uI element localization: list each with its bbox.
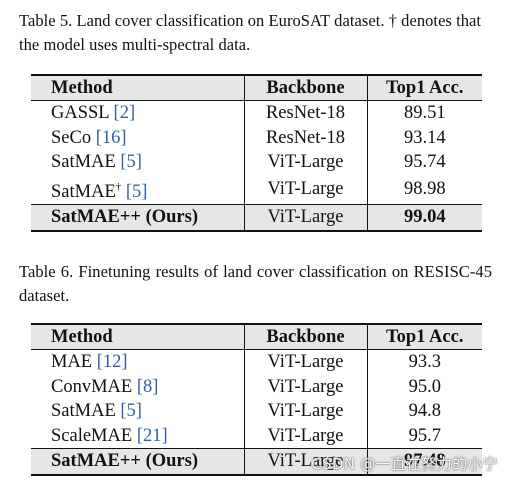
backbone-cell: ViT-Large: [243, 150, 368, 175]
backbone-cell: ViT-Large: [243, 174, 368, 205]
column-header-top1-acc: Top1 Acc.: [386, 78, 464, 98]
method-name: SatMAE: [51, 181, 116, 202]
table-row: GASSL [2] ResNet-18 89.51: [31, 100, 482, 126]
column-header-backbone: Backbone: [243, 324, 368, 350]
method-cell: SatMAE [5]: [31, 150, 244, 175]
method-cell: SatMAE [5]: [31, 399, 244, 424]
table-row-ours: SatMAE++ (Ours) ViT-Large 99.04: [31, 204, 482, 231]
column-header-backbone: Backbone: [243, 75, 368, 101]
method-cell: ConvMAE [8]: [31, 375, 244, 400]
citation-link[interactable]: [16]: [95, 127, 127, 148]
column-header-method: Method: [51, 78, 113, 98]
method-cell: MAE [12]: [31, 350, 244, 375]
table-row: SeCo [16] ResNet-18 93.14: [31, 125, 482, 151]
method-name: MAE: [51, 352, 93, 372]
table-row: SatMAE† [5] ViT-Large 98.98: [31, 174, 482, 205]
table-header-row: Method Backbone Top1 Acc.: [31, 324, 482, 350]
method-name: ScaleMAE: [51, 425, 133, 446]
citation-link[interactable]: [21]: [136, 425, 168, 446]
accuracy-cell: 93.14: [403, 127, 446, 148]
citation-link[interactable]: [5]: [120, 401, 142, 421]
method-cell: SatMAE++ (Ours): [51, 207, 198, 227]
table-row-ours: SatMAE++ (Ours) ViT-Large 97.48: [31, 448, 482, 475]
citation-link[interactable]: [5]: [125, 181, 148, 202]
accuracy-cell: 89.51: [403, 103, 446, 123]
backbone-cell: ResNet-18: [243, 100, 368, 126]
accuracy-cell: 95.74: [403, 152, 446, 172]
method-name: GASSL: [51, 103, 109, 123]
table-6-caption: Table 6. Finetuning results of land cove…: [19, 262, 492, 305]
table-6: Method Backbone Top1 Acc. MAE [12] ViT-L…: [31, 323, 482, 476]
method-cell: SatMAE† [5]: [31, 175, 244, 205]
accuracy-cell: 99.04: [403, 207, 446, 227]
method-name: SatMAE: [51, 152, 116, 172]
method-cell: SeCo [16]: [31, 126, 244, 151]
table-row: MAE [12] ViT-Large 93.3: [31, 349, 482, 375]
backbone-cell: ResNet-18: [243, 125, 368, 150]
table-row: ScaleMAE [21] ViT-Large 95.7: [31, 423, 482, 449]
citation-link[interactable]: [5]: [120, 152, 142, 172]
method-cell: SatMAE++ (Ours): [51, 451, 198, 471]
method-name: SeCo: [51, 127, 92, 148]
table-5: Method Backbone Top1 Acc. GASSL [2] ResN…: [31, 74, 482, 232]
accuracy-cell: 95.0: [408, 376, 441, 397]
method-name: SatMAE: [51, 401, 116, 421]
citation-link[interactable]: [2]: [113, 103, 136, 123]
accuracy-cell: 94.8: [408, 401, 441, 421]
citation-link[interactable]: [12]: [96, 352, 128, 372]
backbone-cell: ViT-Large: [243, 374, 368, 399]
csdn-watermark: CSDN @一直在努力的小宁: [311, 455, 498, 473]
table-row: SatMAE [5] ViT-Large 95.74: [31, 150, 482, 175]
accuracy-cell: 95.7: [408, 425, 441, 446]
backbone-cell: ViT-Large: [243, 204, 368, 231]
table-header-row: Method Backbone Top1 Acc.: [31, 75, 482, 101]
accuracy-cell: 98.98: [403, 179, 446, 199]
accuracy-cell: 97.48: [403, 451, 446, 471]
multispectral-dagger-mark: †: [115, 180, 122, 193]
method-name: ConvMAE: [51, 376, 133, 397]
method-cell: ScaleMAE [21]: [31, 424, 244, 449]
column-header-top1-acc: Top1 Acc.: [386, 327, 464, 347]
table-5-caption: Table 5. Land cover classification on Eu…: [19, 11, 482, 54]
backbone-cell: ViT-Large: [243, 448, 368, 475]
backbone-cell: ViT-Large: [243, 349, 368, 375]
accuracy-cell: 93.3: [408, 352, 441, 372]
backbone-cell: ViT-Large: [243, 423, 368, 449]
citation-link[interactable]: [8]: [136, 376, 159, 397]
backbone-cell: ViT-Large: [243, 399, 368, 424]
table-row: ConvMAE [8] ViT-Large 95.0: [31, 374, 482, 400]
table-row: SatMAE [5] ViT-Large 94.8: [31, 399, 482, 424]
column-header-method: Method: [51, 327, 113, 347]
method-cell: GASSL [2]: [31, 101, 244, 126]
